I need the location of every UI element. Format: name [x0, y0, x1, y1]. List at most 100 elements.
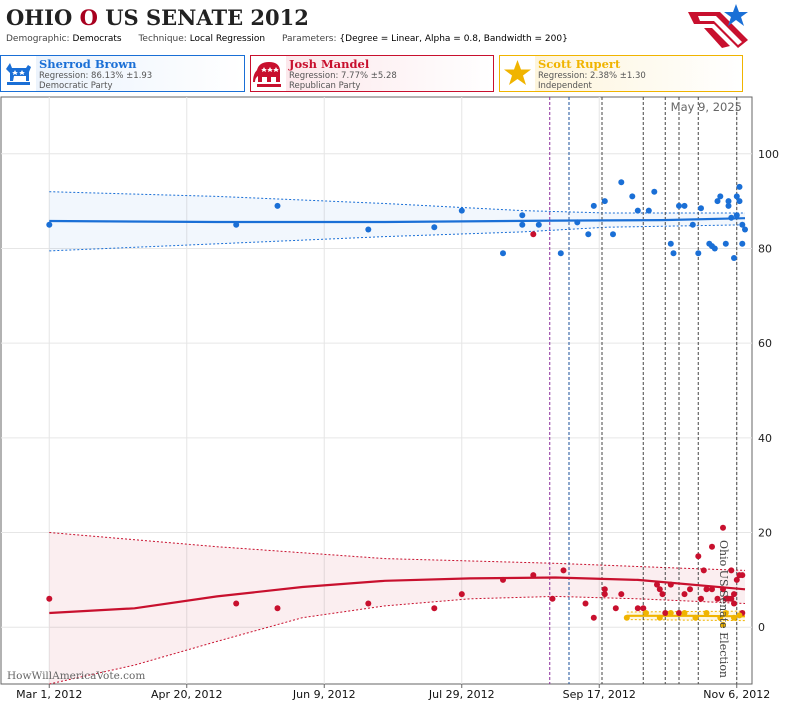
poll-point	[656, 586, 663, 593]
demographic-value: Democrats	[72, 34, 122, 44]
poll-point	[717, 614, 724, 621]
regression-line	[49, 217, 746, 224]
poll-point	[731, 600, 737, 607]
poll-point	[728, 567, 735, 574]
poll-point	[549, 595, 556, 602]
poll-point	[601, 591, 608, 598]
poll-point	[703, 586, 710, 593]
header: OHIO O US SENATE 2012 Demographic: Democ…	[0, 0, 752, 50]
poll-point	[725, 198, 732, 205]
poll-point	[728, 595, 735, 602]
state-name: OHIO	[6, 5, 73, 30]
poll-point	[728, 214, 735, 221]
candidate-party: Republican Party	[289, 81, 361, 91]
poll-point	[676, 202, 682, 209]
poll-point	[500, 576, 506, 583]
poll-point	[709, 586, 715, 593]
poll-point	[742, 226, 748, 233]
election-day-label: Ohio US Senate Election	[717, 540, 730, 678]
regression-line	[49, 576, 746, 615]
poll-point	[233, 221, 240, 228]
poll-point	[618, 591, 625, 598]
site-logo-icon	[688, 4, 748, 48]
x-tick-label: Jun 9, 2012	[292, 688, 356, 701]
poll-point	[519, 212, 526, 219]
candidate-card-rupert[interactable]: Scott Rupert Regression: 2.38% ±1.30 Ind…	[499, 55, 743, 92]
x-tick-label: Mar 1, 2012	[16, 688, 82, 701]
poll-point	[733, 212, 740, 219]
band-lower-line	[49, 595, 746, 685]
y-tick-label: 100	[758, 148, 779, 161]
poll-point	[431, 605, 438, 612]
poll-point	[736, 183, 743, 190]
title-separator: O	[79, 5, 98, 30]
band-lower-line	[49, 224, 746, 252]
x-axis: Mar 1, 2012 Apr 20, 2012 Jun 9, 2012 Jul 29…	[16, 684, 770, 701]
poll-point	[610, 231, 616, 238]
y-tick-label: 80	[758, 242, 772, 255]
candidate-regression: Regression: 86.13% ±1.93	[39, 71, 153, 81]
poll-point	[695, 250, 702, 257]
poll-point	[585, 231, 592, 238]
poll-point	[667, 610, 674, 616]
technique-label: Technique:	[138, 34, 187, 44]
technique-value: Local Regression	[189, 34, 266, 44]
poll-point	[530, 231, 537, 238]
poll-point	[731, 255, 737, 261]
poll-point	[739, 221, 746, 228]
watermark: HowWillAmericaVote.com	[7, 670, 145, 682]
parameters-value: {Degree = Linear, Alpha = 0.8, Bandwidth…	[339, 34, 568, 44]
poll-point	[629, 193, 636, 200]
parameters-line: Demographic: Democrats Technique: Local …	[6, 34, 582, 44]
candidate-regression: Regression: 2.38% ±1.30	[538, 71, 646, 81]
poll-point	[590, 202, 597, 209]
poll-point	[709, 543, 715, 550]
poll-point	[612, 605, 619, 612]
poll-point	[681, 202, 688, 209]
x-tick-label: Apr 20, 2012	[151, 688, 223, 701]
candidate-card-brown[interactable]: Sherrod Brown Regression: 86.13% ±1.93 D…	[0, 55, 245, 92]
poll-point	[739, 240, 746, 247]
poll-point	[681, 591, 688, 598]
poll-point	[643, 610, 649, 616]
poll-point	[557, 250, 564, 257]
poll-point	[458, 591, 465, 598]
poll-point	[711, 245, 718, 252]
poll-point	[519, 221, 526, 228]
poll-point	[654, 581, 660, 588]
poll-point	[618, 179, 625, 186]
x-tick-label: Sep 17, 2012	[563, 688, 636, 701]
y-tick-label: 20	[758, 527, 772, 540]
star-icon	[500, 56, 535, 91]
poll-point	[700, 567, 707, 574]
poll-point	[560, 567, 567, 574]
poll-point	[601, 586, 608, 593]
poll-point	[656, 614, 663, 621]
poll-point	[574, 219, 581, 226]
poll-point	[714, 198, 721, 205]
poll-point	[530, 572, 537, 579]
poll-point	[667, 240, 674, 247]
poll-point	[681, 610, 688, 616]
poll-point	[703, 610, 710, 616]
poll-points	[46, 179, 748, 628]
poll-point	[731, 591, 737, 598]
current-date-label: May 9, 2025	[671, 100, 742, 114]
regression-lines	[49, 217, 746, 618]
candidate-name: Josh Mandel	[289, 57, 370, 71]
poll-point	[659, 591, 666, 598]
poll-point	[722, 240, 729, 247]
poll-point	[274, 605, 281, 612]
y-axis: 0 20 40 60 80 100	[758, 148, 779, 634]
poll-point	[714, 595, 721, 602]
poll-point	[689, 221, 696, 228]
poll-point	[736, 612, 743, 619]
poll-point	[692, 614, 699, 621]
poll-point	[233, 600, 240, 607]
poll-point	[698, 205, 704, 212]
poll-point	[736, 198, 743, 205]
candidate-card-mandel[interactable]: Josh Mandel Regression: 7.77% ±5.28 Repu…	[250, 55, 494, 92]
poll-point	[535, 221, 542, 228]
poll-point	[590, 614, 597, 621]
poll-point	[662, 610, 669, 616]
